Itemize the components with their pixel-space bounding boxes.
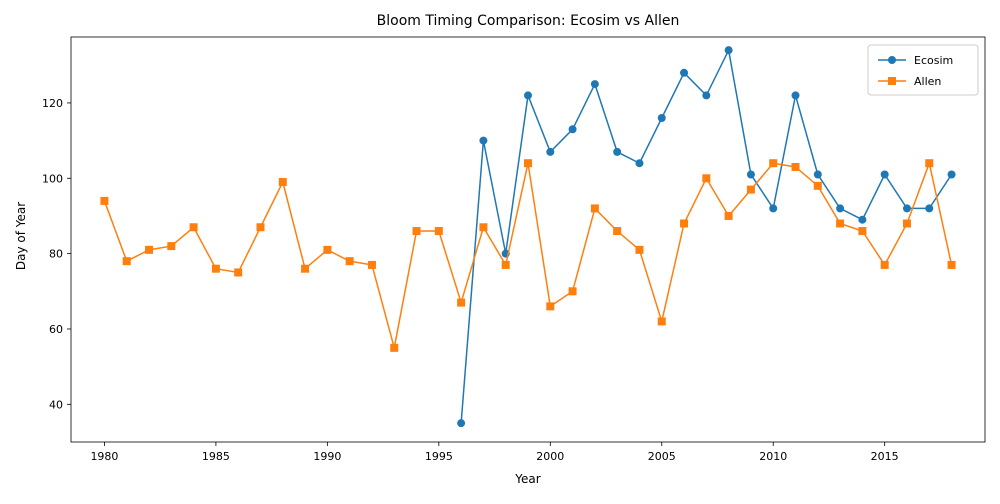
allen-point <box>813 181 822 190</box>
ecosim-point <box>457 419 466 428</box>
allen-point <box>902 219 911 228</box>
allen-point <box>947 260 956 269</box>
ecosim-point <box>858 215 867 224</box>
y-tick-label: 80 <box>49 248 63 261</box>
legend: Ecosim Allen <box>867 44 979 96</box>
ecosim-point <box>791 91 800 100</box>
allen-point <box>546 302 555 311</box>
allen-point <box>925 159 934 168</box>
ecosim-point <box>613 147 622 156</box>
ecosim-point <box>836 204 845 213</box>
allen-point <box>702 174 711 183</box>
allen-point <box>457 298 466 307</box>
allen-point <box>657 317 666 326</box>
ecosim-point <box>724 46 733 55</box>
x-tick-label: 2005 <box>648 450 676 463</box>
ecosim-point <box>702 91 711 100</box>
allen-point <box>100 196 109 205</box>
y-axis-label: Day of Year <box>14 202 28 270</box>
allen-point <box>769 159 778 168</box>
allen-point <box>323 245 332 254</box>
allen-point <box>211 264 220 273</box>
axes-group: 1980 1985 1990 1995 2000 2005 2010 2015 40 60 80 10… <box>42 36 986 463</box>
allen-point <box>145 245 154 254</box>
allen-point <box>390 343 399 352</box>
allen-point <box>278 178 287 187</box>
chart-title: Bloom Timing Comparison: Ecosim vs Allen <box>377 13 680 29</box>
legend-label-allen: Allen <box>914 75 941 88</box>
allen-point <box>501 260 510 269</box>
x-axis-label: Year <box>514 472 540 486</box>
x-tick-label: 1995 <box>425 450 453 463</box>
series-group <box>100 46 956 428</box>
allen-point <box>791 162 800 171</box>
legend-label-ecosim: Ecosim <box>914 54 953 67</box>
allen-point <box>434 227 443 236</box>
ecosim-point <box>479 136 488 145</box>
legend-marker-ecosim <box>888 56 896 64</box>
allen-point <box>613 227 622 236</box>
legend-marker-allen <box>888 77 896 85</box>
x-tick-label: 2015 <box>871 450 899 463</box>
allen-point <box>635 245 644 254</box>
ecosim-line <box>460 47 953 424</box>
ecosim-point <box>813 170 822 179</box>
allen-point <box>568 287 577 296</box>
allen-point <box>680 219 689 228</box>
ecosim-point <box>590 80 599 89</box>
x-tick-label: 2010 <box>759 450 787 463</box>
ecosim-point <box>880 170 889 179</box>
allen-point <box>746 185 755 194</box>
allen-point <box>167 242 176 251</box>
allen-point <box>345 257 354 266</box>
allen-point <box>189 223 198 232</box>
allen-point <box>234 268 243 277</box>
allen-point <box>122 257 131 266</box>
allen-point <box>524 159 532 168</box>
ecosim-point <box>680 68 689 77</box>
x-tick-label: 1990 <box>313 450 341 463</box>
ecosim-point <box>902 204 911 213</box>
allen-point <box>367 260 376 269</box>
ecosim-point <box>925 204 934 213</box>
ecosim-point <box>524 91 532 100</box>
y-tick-label: 60 <box>49 323 63 336</box>
y-tick-label: 120 <box>42 97 63 110</box>
y-tick-label: 40 <box>49 398 63 411</box>
plot-frame <box>70 36 986 443</box>
allen-point <box>724 211 733 220</box>
ecosim-point <box>657 114 666 122</box>
allen-point <box>836 219 845 228</box>
ecosim-point <box>546 147 555 156</box>
ecosim-point <box>947 170 956 179</box>
y-tick-label: 100 <box>42 172 63 185</box>
allen-point <box>301 264 310 273</box>
x-tick-label: 2000 <box>536 450 564 463</box>
ecosim-point <box>746 170 755 179</box>
allen-point <box>590 204 599 213</box>
ecosim-point <box>635 159 644 168</box>
x-tick-label: 1985 <box>202 450 230 463</box>
allen-point <box>412 227 421 236</box>
ecosim-point <box>568 125 577 134</box>
allen-line <box>103 160 953 349</box>
allen-point <box>858 227 867 236</box>
allen-point <box>880 260 889 269</box>
x-tick-label: 1980 <box>90 450 118 463</box>
ecosim-point <box>769 204 778 213</box>
allen-point <box>256 223 265 232</box>
allen-point <box>479 223 488 232</box>
